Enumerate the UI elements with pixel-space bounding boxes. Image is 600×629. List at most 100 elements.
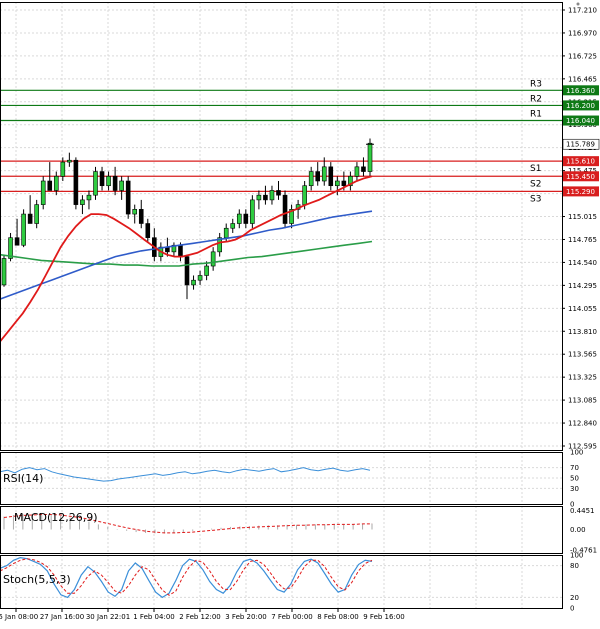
- level-price-tag-text: 116.200: [566, 102, 595, 110]
- candle-body: [47, 180, 53, 191]
- candle-body: [67, 159, 72, 163]
- candle-body: [256, 194, 262, 201]
- date-tick-label: 7 Feb 00:00: [271, 613, 312, 621]
- price-tick-label: 112.840: [568, 420, 597, 428]
- level-price-tag: [563, 100, 599, 111]
- candle-body: [191, 279, 196, 286]
- candle-body: [60, 161, 66, 177]
- candle-body: [269, 190, 275, 201]
- price-tick-label: 115.475: [568, 167, 597, 175]
- date-tick-label: 3 Feb 20:00: [225, 613, 266, 621]
- level-label-s1: S1: [530, 164, 541, 174]
- candle-body: [282, 194, 288, 224]
- date-tick-label: 8 Feb 08:00: [317, 613, 358, 621]
- panel-frame-stoch: [0, 555, 563, 609]
- level-label-r3: R3: [530, 79, 542, 89]
- candle-body: [315, 171, 321, 182]
- level-price-tag-text: 115.610: [566, 158, 595, 166]
- level-price-tag: [563, 186, 599, 197]
- price-tick-label: 113.085: [568, 397, 597, 405]
- candle-body: [217, 237, 222, 253]
- price-tick-label: 114.295: [568, 282, 597, 290]
- candle-body: [132, 209, 138, 215]
- candle-body: [308, 171, 314, 187]
- level-price-tag-text: 115.290: [566, 188, 595, 196]
- candle-body: [93, 171, 98, 196]
- stoch-title: Stoch(5,5,3): [3, 573, 71, 586]
- price-tick-label: 113.325: [568, 374, 597, 382]
- candle-body: [367, 142, 373, 172]
- candle-body: [34, 204, 39, 224]
- candle-body: [236, 213, 242, 224]
- candle-body: [321, 166, 327, 182]
- price-tick-label: 113.810: [568, 328, 597, 336]
- rsi-tick-label: 100: [570, 449, 583, 457]
- candle-body: [80, 199, 85, 205]
- candle-body: [8, 237, 13, 259]
- candle-body: [119, 180, 124, 191]
- candle-body: [328, 166, 334, 187]
- level-price-tag: [563, 85, 599, 96]
- candle-body: [99, 171, 105, 187]
- macd-tick-label: 0.00: [570, 526, 586, 534]
- rsi-line: [0, 467, 371, 482]
- candle-body: [14, 237, 20, 246]
- ema-green-line: [0, 240, 373, 267]
- panel-frame-macd: [0, 506, 563, 554]
- candle-body: [361, 166, 366, 172]
- candle-body: [263, 194, 268, 201]
- candle-body: [27, 213, 33, 224]
- candle-body: [197, 275, 203, 281]
- stoch-d-line: [0, 558, 373, 596]
- candle-body: [53, 175, 59, 191]
- rsi-title: RSI(14): [3, 472, 43, 485]
- candle-body: [276, 190, 281, 196]
- current-price-tag-text: 115.789: [566, 141, 595, 149]
- rsi-tick-label: 0: [570, 501, 574, 509]
- date-tick-label: 2 Feb 12:00: [179, 613, 220, 621]
- date-tick-label: 9 Feb 16:00: [363, 613, 404, 621]
- candle-body: [204, 265, 209, 276]
- panel-frame-rsi: [0, 452, 563, 505]
- candle-body: [145, 223, 151, 238]
- menu-dot-icon: [576, 2, 580, 6]
- price-tick-label: 117.210: [568, 7, 597, 15]
- candle-body: [21, 213, 26, 246]
- panel-frame-main: [0, 2, 563, 451]
- date-tick-label: 1 Feb 04:00: [133, 613, 174, 621]
- candle-body: [223, 227, 229, 238]
- level-label-s2: S2: [530, 179, 541, 189]
- candle-body: [302, 185, 307, 205]
- macd-tick-label: -0.4761: [570, 546, 597, 554]
- level-price-tag: [563, 156, 599, 167]
- level-label-r1: R1: [530, 110, 542, 120]
- level-price-tag: [563, 115, 599, 126]
- macd-tick-label: 0.4451: [570, 507, 595, 515]
- level-label-r2: R2: [530, 94, 542, 104]
- macd-signal-line: [3, 514, 372, 534]
- candle-body: [1, 258, 7, 286]
- macd-title: MACD(12,26,9): [14, 511, 98, 524]
- date-tick-label: 27 Jan 16:00: [40, 613, 84, 621]
- candle-body: [210, 251, 216, 267]
- candle-body: [354, 166, 360, 177]
- level-price-tag-text: 115.450: [566, 173, 595, 181]
- ema-red-line: [0, 175, 373, 343]
- candle-body: [112, 175, 118, 191]
- candle-body: [106, 175, 111, 187]
- candle-body: [243, 213, 249, 224]
- candle-body: [250, 199, 255, 224]
- ema-blue-line: [0, 210, 373, 300]
- price-tick-label: 114.055: [568, 305, 597, 313]
- candle-body: [348, 175, 353, 187]
- price-tick-label: 116.465: [568, 75, 597, 83]
- price-tick-label: 113.565: [568, 351, 597, 359]
- date-tick-label: 30 Jan 22:01: [86, 613, 130, 621]
- price-tick-label: 116.970: [568, 29, 597, 37]
- candle-body: [184, 256, 190, 286]
- level-price-tag-text: 116.360: [566, 87, 595, 95]
- candle-body: [138, 209, 144, 224]
